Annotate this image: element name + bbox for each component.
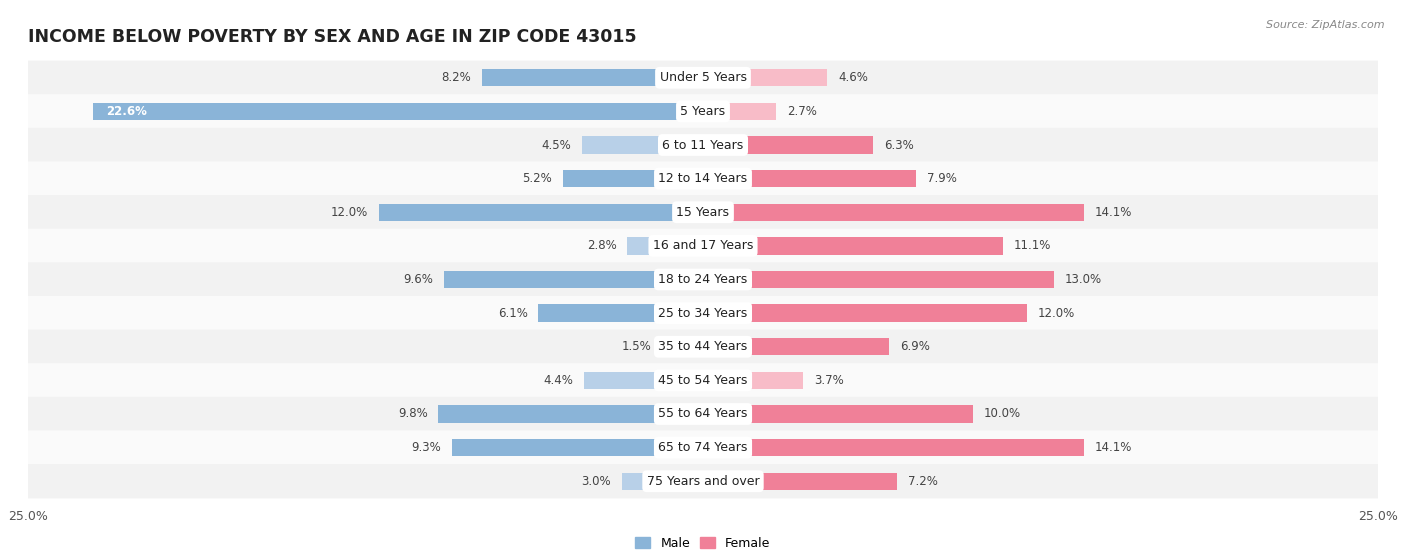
Bar	[380, 203, 703, 221]
Bar	[703, 338, 889, 356]
Bar	[582, 136, 703, 154]
Bar	[585, 372, 703, 389]
Text: 22.6%: 22.6%	[107, 105, 148, 118]
FancyBboxPatch shape	[28, 296, 1378, 330]
Bar	[444, 271, 703, 288]
Text: 2.8%: 2.8%	[586, 239, 617, 252]
Bar	[703, 136, 873, 154]
Bar	[662, 338, 703, 356]
FancyBboxPatch shape	[28, 330, 1378, 364]
Text: 4.4%: 4.4%	[544, 374, 574, 387]
FancyBboxPatch shape	[28, 262, 1378, 297]
Text: 9.6%: 9.6%	[404, 273, 433, 286]
Bar	[703, 372, 803, 389]
Text: 4.6%: 4.6%	[838, 71, 868, 84]
Text: 5.2%: 5.2%	[522, 172, 551, 185]
Text: 18 to 24 Years: 18 to 24 Years	[658, 273, 748, 286]
Bar	[703, 439, 1084, 456]
Text: Source: ZipAtlas.com: Source: ZipAtlas.com	[1267, 20, 1385, 30]
Text: 13.0%: 13.0%	[1064, 273, 1102, 286]
Text: 14.1%: 14.1%	[1094, 441, 1132, 454]
Text: 7.9%: 7.9%	[927, 172, 957, 185]
Bar	[93, 103, 703, 120]
FancyBboxPatch shape	[28, 363, 1378, 397]
FancyBboxPatch shape	[28, 128, 1378, 162]
Legend: Male, Female: Male, Female	[630, 532, 776, 555]
Bar	[703, 472, 897, 490]
Text: 35 to 44 Years: 35 to 44 Years	[658, 340, 748, 353]
Text: 3.7%: 3.7%	[814, 374, 844, 387]
Bar	[451, 439, 703, 456]
Text: 10.0%: 10.0%	[984, 408, 1021, 420]
Text: 9.8%: 9.8%	[398, 408, 427, 420]
Text: 14.1%: 14.1%	[1094, 206, 1132, 219]
FancyBboxPatch shape	[28, 397, 1378, 431]
Text: 5 Years: 5 Years	[681, 105, 725, 118]
Text: 8.2%: 8.2%	[441, 71, 471, 84]
Text: 65 to 74 Years: 65 to 74 Years	[658, 441, 748, 454]
Bar	[703, 237, 1002, 254]
Text: 4.5%: 4.5%	[541, 139, 571, 151]
FancyBboxPatch shape	[28, 229, 1378, 263]
Text: 2.7%: 2.7%	[787, 105, 817, 118]
Bar	[621, 472, 703, 490]
FancyBboxPatch shape	[28, 162, 1378, 196]
Bar	[703, 170, 917, 187]
Text: INCOME BELOW POVERTY BY SEX AND AGE IN ZIP CODE 43015: INCOME BELOW POVERTY BY SEX AND AGE IN Z…	[28, 28, 637, 46]
FancyBboxPatch shape	[28, 195, 1378, 229]
Bar	[439, 405, 703, 423]
FancyBboxPatch shape	[28, 430, 1378, 465]
Text: 9.3%: 9.3%	[412, 441, 441, 454]
Bar	[703, 69, 827, 87]
Text: 6.9%: 6.9%	[900, 340, 929, 353]
Text: 6 to 11 Years: 6 to 11 Years	[662, 139, 744, 151]
Bar	[627, 237, 703, 254]
Text: 1.5%: 1.5%	[621, 340, 652, 353]
FancyBboxPatch shape	[28, 60, 1378, 95]
Bar	[482, 69, 703, 87]
Text: 75 Years and over: 75 Years and over	[647, 475, 759, 488]
Text: 55 to 64 Years: 55 to 64 Years	[658, 408, 748, 420]
Text: 45 to 54 Years: 45 to 54 Years	[658, 374, 748, 387]
Text: 12 to 14 Years: 12 to 14 Years	[658, 172, 748, 185]
Text: Under 5 Years: Under 5 Years	[659, 71, 747, 84]
Bar	[562, 170, 703, 187]
Text: 12.0%: 12.0%	[330, 206, 368, 219]
Bar	[703, 405, 973, 423]
FancyBboxPatch shape	[28, 464, 1378, 499]
Text: 15 Years: 15 Years	[676, 206, 730, 219]
Text: 6.1%: 6.1%	[498, 307, 527, 320]
Bar	[703, 271, 1054, 288]
Text: 3.0%: 3.0%	[582, 475, 612, 488]
Bar	[703, 103, 776, 120]
Bar	[538, 305, 703, 322]
FancyBboxPatch shape	[28, 94, 1378, 129]
Bar	[703, 305, 1026, 322]
Text: 11.1%: 11.1%	[1014, 239, 1050, 252]
Text: 16 and 17 Years: 16 and 17 Years	[652, 239, 754, 252]
Bar	[703, 203, 1084, 221]
Text: 12.0%: 12.0%	[1038, 307, 1076, 320]
Text: 7.2%: 7.2%	[908, 475, 938, 488]
Text: 25 to 34 Years: 25 to 34 Years	[658, 307, 748, 320]
Text: 6.3%: 6.3%	[884, 139, 914, 151]
